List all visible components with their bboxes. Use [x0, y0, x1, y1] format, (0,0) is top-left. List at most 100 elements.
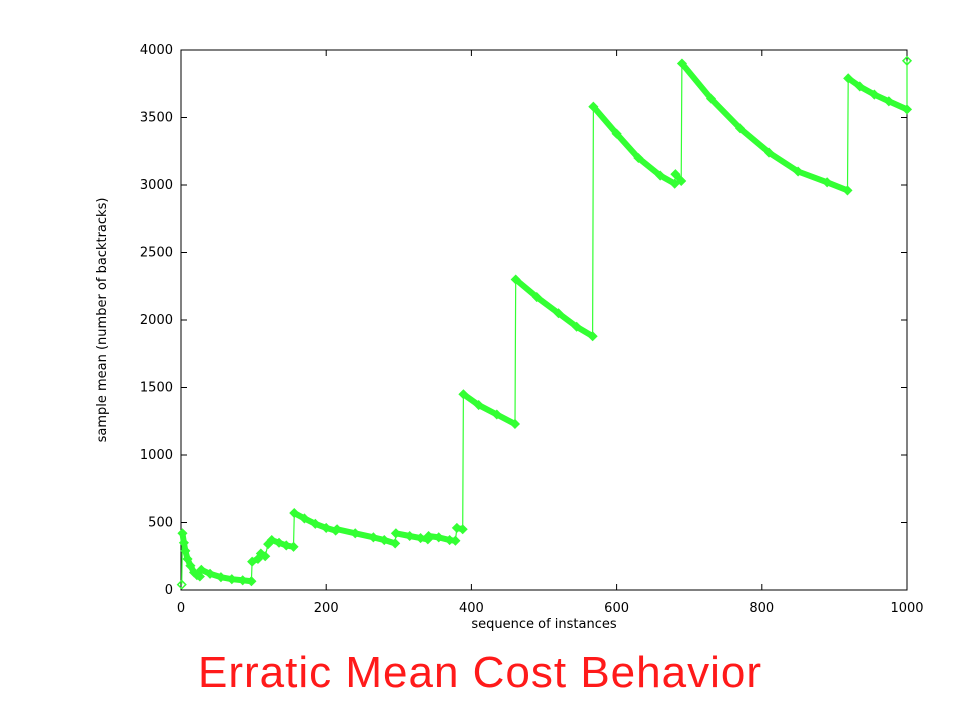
series-marker-band: [737, 125, 773, 156]
data-point-marker: [177, 528, 188, 539]
data-point-marker: [299, 513, 310, 524]
data-point-marker: [423, 530, 434, 542]
data-point-marker: [901, 55, 913, 66]
data-point-marker: [390, 528, 401, 539]
series-marker-band: [555, 310, 580, 330]
series-marker-band: [678, 60, 714, 102]
y-tick-label: 4000: [140, 43, 173, 58]
series-marker-band: [381, 537, 399, 547]
data-point-marker: [571, 321, 582, 332]
data-point-marker: [182, 553, 193, 565]
series-marker-band: [613, 130, 642, 161]
data-point-marker: [237, 575, 248, 586]
slide-title: Erratic Mean Cost Behavior: [198, 648, 762, 697]
data-point-marker: [553, 308, 564, 319]
data-point-marker: [252, 553, 264, 565]
series-marker-band: [766, 149, 802, 175]
data-point-marker: [587, 331, 598, 342]
data-point-marker: [793, 166, 804, 177]
series-marker-band: [512, 276, 540, 301]
series-marker-band: [635, 155, 664, 179]
series-marker-band: [707, 95, 744, 132]
series-marker-band: [672, 171, 685, 184]
y-axis-ticks: 0 500 1000 1500 2000 2500 3000 3500 4000: [140, 43, 907, 598]
data-point-marker: [843, 73, 854, 84]
data-point-marker: [379, 534, 390, 546]
data-point-marker: [404, 530, 415, 542]
x-axis-ticks: 0 200 400 600 800 1000: [177, 50, 924, 616]
series-marker-band: [590, 103, 620, 137]
data-point-marker: [491, 409, 502, 420]
data-point-marker: [246, 576, 257, 587]
data-point-marker: [655, 170, 666, 181]
y-tick-label: 1500: [140, 381, 173, 396]
y-tick-label: 500: [148, 516, 173, 531]
data-point-marker: [450, 535, 461, 546]
y-tick-label: 0: [165, 583, 173, 598]
data-point-marker: [901, 104, 913, 115]
data-point-marker: [670, 169, 681, 180]
x-axis-label: sequence of instances: [471, 617, 617, 632]
data-point-marker: [509, 418, 521, 430]
data-point-marker: [310, 518, 321, 529]
data-point-marker: [458, 389, 469, 400]
data-point-marker: [289, 507, 300, 519]
data-point-marker: [266, 534, 277, 546]
data-point-marker: [215, 572, 226, 583]
y-tick-label: 3000: [140, 178, 173, 193]
data-point-marker: [588, 101, 599, 112]
y-tick-label: 2000: [140, 313, 173, 328]
data-point-marker: [321, 522, 332, 533]
data-point-marker: [763, 147, 775, 158]
data-point-marker: [869, 89, 880, 100]
data-point-marker: [510, 274, 521, 285]
data-point-marker: [854, 81, 865, 92]
data-point-marker: [204, 568, 216, 579]
y-tick-label: 1000: [140, 448, 173, 463]
data-point-marker: [288, 541, 299, 552]
x-tick-label: 200: [314, 601, 339, 616]
data-point-marker: [705, 93, 717, 104]
data-point-marker: [531, 291, 542, 303]
data-point-marker: [390, 538, 401, 549]
data-point-marker: [273, 537, 285, 548]
data-point-marker: [422, 534, 433, 545]
data-point-marker: [185, 560, 196, 571]
data-point-marker: [669, 178, 680, 189]
y-tick-label: 3500: [140, 111, 173, 126]
data-point-marker: [332, 524, 343, 535]
data-point-marker: [883, 96, 894, 107]
data-point-marker: [676, 175, 687, 187]
data-point-marker: [180, 545, 191, 556]
series-line: [181, 60, 908, 585]
data-point-marker: [196, 564, 207, 575]
data-point-marker: [178, 537, 189, 548]
series-marker-band: [533, 294, 562, 317]
plot-frame: [180, 49, 908, 591]
data-point-marker: [226, 574, 237, 585]
data-point-marker: [444, 534, 455, 546]
data-point-marker: [176, 579, 187, 590]
data-point-marker: [191, 570, 203, 581]
data-point-marker: [368, 532, 379, 543]
series-marker-band: [795, 168, 831, 186]
data-point-marker: [842, 185, 853, 196]
series-layer: [176, 55, 913, 590]
data-point-marker: [734, 123, 746, 134]
data-point-marker: [822, 177, 833, 188]
x-tick-label: 600: [604, 601, 629, 616]
data-point-marker: [676, 58, 688, 69]
x-tick-label: 1000: [890, 601, 923, 616]
x-tick-label: 0: [177, 601, 185, 616]
x-tick-label: 400: [459, 601, 484, 616]
data-point-marker: [194, 571, 205, 582]
data-point-marker: [633, 152, 644, 164]
y-axis-label: sample mean (number of backtracks): [95, 198, 110, 443]
x-tick-label: 800: [749, 601, 774, 616]
data-point-marker: [611, 128, 622, 139]
data-point-marker: [473, 399, 484, 411]
data-point-marker: [260, 551, 271, 562]
mean-cost-chart: 0 500 1000 1500 2000 2500 3000 3500 4000 0 200 400…: [95, 43, 924, 632]
data-point-marker: [457, 524, 468, 535]
data-point-marker: [433, 532, 444, 543]
